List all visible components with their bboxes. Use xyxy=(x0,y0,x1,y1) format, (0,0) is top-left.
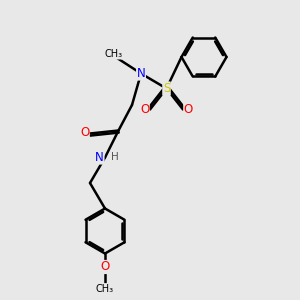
Text: O: O xyxy=(100,260,109,274)
Text: O: O xyxy=(140,103,149,116)
Text: N: N xyxy=(136,67,146,80)
Text: S: S xyxy=(163,82,170,95)
Text: O: O xyxy=(80,125,89,139)
Text: CH₃: CH₃ xyxy=(105,49,123,59)
Text: O: O xyxy=(184,103,193,116)
Text: CH₃: CH₃ xyxy=(96,284,114,294)
Text: N: N xyxy=(95,151,104,164)
Text: H: H xyxy=(111,152,119,163)
